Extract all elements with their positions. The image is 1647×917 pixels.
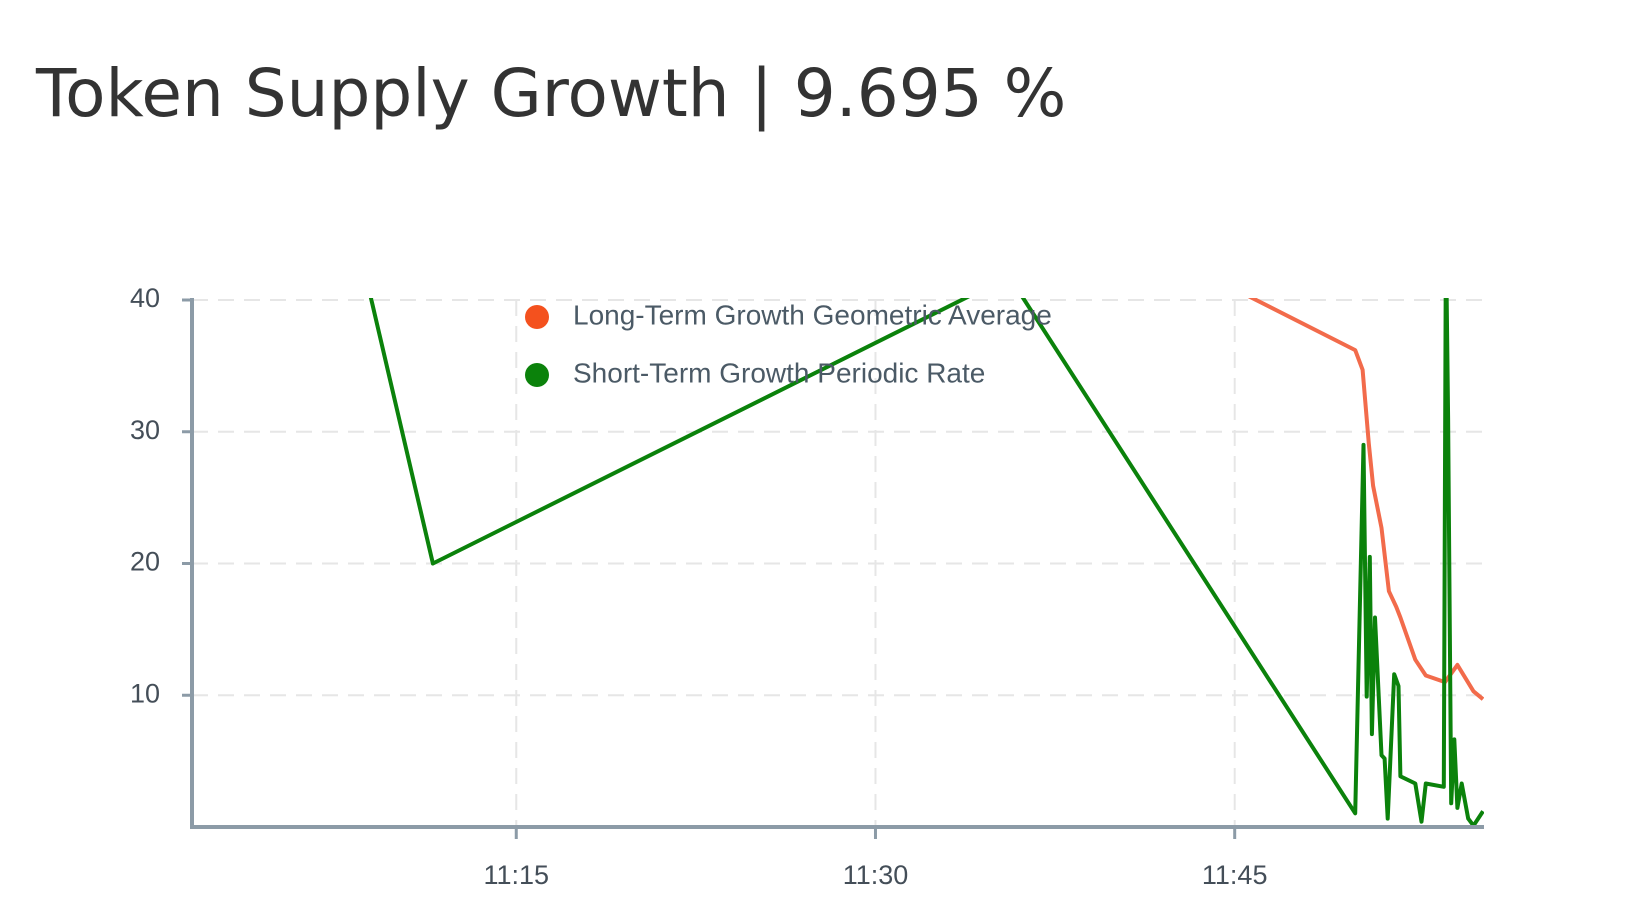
series-line — [368, 298, 1484, 828]
y-tick-label: 40 — [130, 283, 160, 313]
y-tick-label: 30 — [130, 415, 160, 445]
y-tick-label: 10 — [130, 678, 160, 708]
series-line — [1247, 298, 1484, 701]
legend-marker — [525, 363, 549, 387]
axes: 10 20 30 40 11:15 11:30 11:45 — [130, 283, 1484, 890]
x-tick-label: 11:30 — [843, 860, 909, 890]
grid — [192, 299, 1484, 827]
legend-label: Short-Term Growth Periodic Rate — [573, 357, 985, 388]
y-tick-label: 20 — [130, 547, 160, 577]
legend-marker — [525, 305, 549, 329]
chart-title: Token Supply Growth | 9.695 % — [35, 55, 1066, 132]
x-tick-label: 11:45 — [1202, 860, 1268, 890]
plot-area — [368, 298, 1484, 828]
legend-label: Long-Term Growth Geometric Average — [573, 299, 1052, 330]
legend: Long-Term Growth Geometric Average Short-… — [525, 299, 1052, 388]
x-tick-label: 11:15 — [483, 860, 549, 890]
